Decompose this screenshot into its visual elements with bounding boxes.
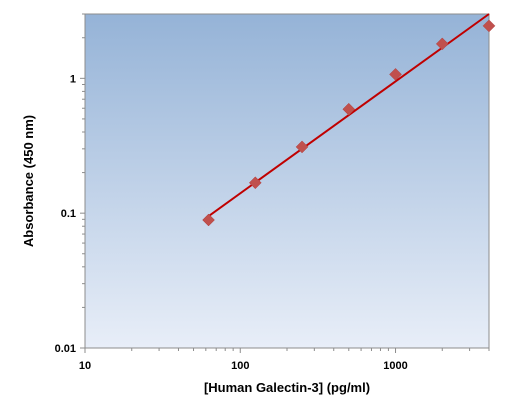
data-point — [295, 140, 309, 154]
x-axis: 10 100 1000 — [79, 348, 490, 372]
y-axis-title: Absorbance (450 nm) — [21, 115, 36, 247]
x-tick-label: 100 — [231, 360, 249, 372]
data-point — [248, 176, 262, 190]
x-axis-title: [Human Galectin-3] (pg/ml) — [204, 380, 370, 395]
y-tick-label: 0.01 — [55, 343, 76, 355]
data-point — [342, 102, 356, 116]
data-points — [202, 19, 496, 227]
y-tick-label: 0.1 — [61, 208, 76, 220]
y-axis: 0.01 0.1 1 — [55, 13, 85, 355]
data-point — [202, 213, 215, 227]
data-point — [482, 19, 496, 33]
data-point — [389, 68, 402, 81]
y-tick-label: 1 — [70, 73, 76, 85]
data-point — [435, 37, 449, 51]
x-tick-label: 10 — [79, 360, 91, 372]
x-tick-label: 1000 — [383, 360, 407, 372]
plot-area — [84, 13, 490, 349]
